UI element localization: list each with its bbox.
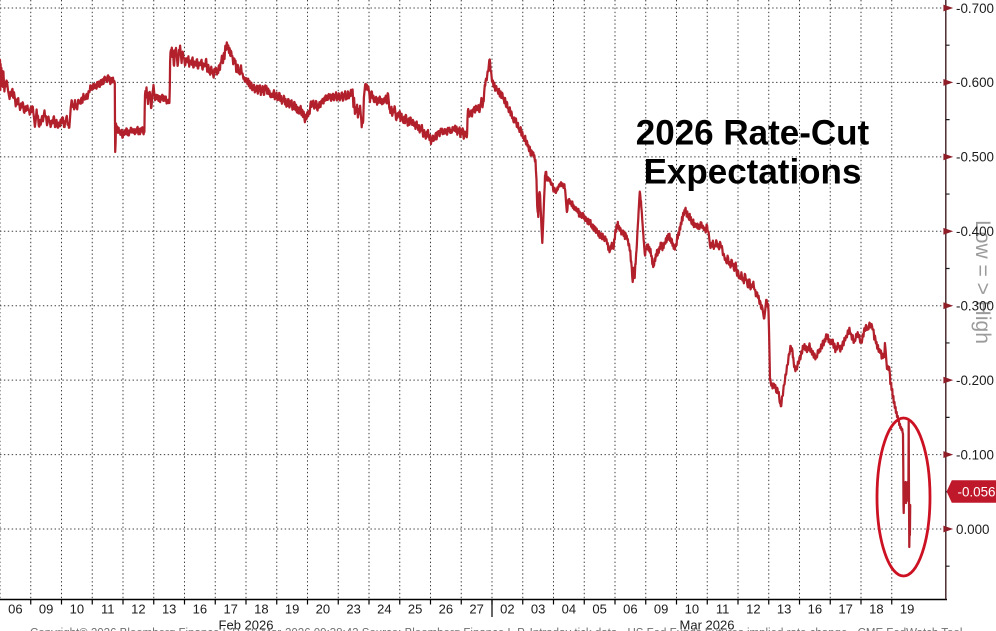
svg-text:27: 27 [469, 602, 483, 617]
svg-text:10: 10 [685, 602, 699, 617]
svg-text:Copyright© 2026 Bloomberg Fina: Copyright© 2026 Bloomberg Finance L.P. 1… [30, 628, 962, 631]
svg-text:-0.500: -0.500 [956, 150, 994, 165]
svg-text:-0.600: -0.600 [956, 75, 994, 90]
svg-text:10: 10 [70, 602, 84, 617]
svg-text:24: 24 [377, 602, 391, 617]
svg-text:-0.400: -0.400 [956, 224, 994, 239]
svg-text:03: 03 [531, 602, 545, 617]
svg-text:-0.700: -0.700 [956, 1, 994, 16]
svg-text:19: 19 [900, 602, 914, 617]
svg-text:-0.300: -0.300 [956, 299, 994, 314]
svg-text:12: 12 [131, 602, 145, 617]
svg-text:09: 09 [654, 602, 668, 617]
svg-text:2026 Rate-Cut: 2026 Rate-Cut [636, 114, 870, 153]
svg-text:Mar 2026: Mar 2026 [680, 618, 735, 631]
svg-text:02: 02 [500, 602, 514, 617]
svg-text:26: 26 [439, 602, 453, 617]
svg-text:11: 11 [716, 602, 730, 617]
svg-text:05: 05 [592, 602, 606, 617]
svg-text:Expectations: Expectations [644, 153, 862, 192]
svg-text:25: 25 [408, 602, 422, 617]
svg-text:Low = > High: Low = > High [971, 220, 994, 344]
svg-text:20: 20 [316, 602, 330, 617]
svg-text:16: 16 [808, 602, 822, 617]
svg-text:09: 09 [39, 602, 53, 617]
svg-text:18: 18 [869, 602, 883, 617]
svg-text:23: 23 [346, 602, 360, 617]
svg-text:19: 19 [285, 602, 299, 617]
svg-text:18: 18 [254, 602, 268, 617]
svg-text:17: 17 [223, 602, 237, 617]
svg-text:06: 06 [623, 602, 637, 617]
svg-text:Feb 2026: Feb 2026 [219, 618, 274, 631]
svg-text:17: 17 [838, 602, 852, 617]
svg-text:13: 13 [162, 602, 176, 617]
svg-text:12: 12 [746, 602, 760, 617]
svg-text:13: 13 [777, 602, 791, 617]
svg-text:-0.056: -0.056 [958, 484, 996, 499]
svg-text:-0.200: -0.200 [956, 373, 994, 388]
svg-text:-0.100: -0.100 [956, 447, 994, 462]
svg-text:04: 04 [562, 602, 576, 617]
svg-text:0.000: 0.000 [956, 522, 990, 537]
svg-text:06: 06 [8, 602, 22, 617]
svg-text:16: 16 [193, 602, 207, 617]
svg-text:11: 11 [101, 602, 115, 617]
